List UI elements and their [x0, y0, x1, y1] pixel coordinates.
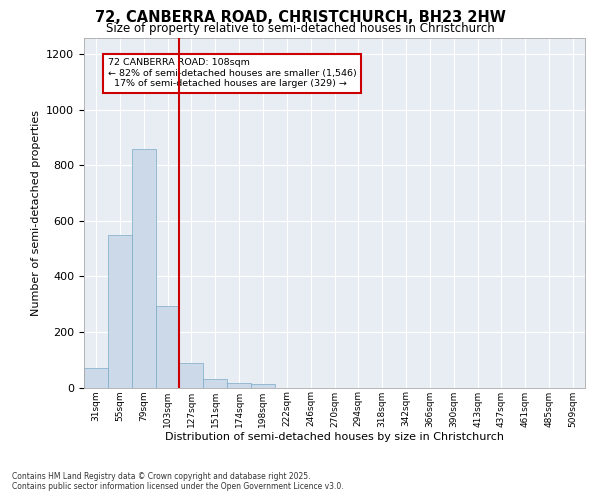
Bar [227, 384, 251, 388]
Bar [251, 384, 275, 388]
Bar [203, 379, 227, 388]
Bar [179, 362, 203, 388]
Bar [155, 306, 179, 388]
Text: 72, CANBERRA ROAD, CHRISTCHURCH, BH23 2HW: 72, CANBERRA ROAD, CHRISTCHURCH, BH23 2H… [95, 10, 505, 25]
Y-axis label: Number of semi-detached properties: Number of semi-detached properties [31, 110, 41, 316]
Text: Size of property relative to semi-detached houses in Christchurch: Size of property relative to semi-detach… [106, 22, 494, 35]
Text: 72 CANBERRA ROAD: 108sqm
← 82% of semi-detached houses are smaller (1,546)
  17%: 72 CANBERRA ROAD: 108sqm ← 82% of semi-d… [108, 58, 356, 88]
Text: Contains HM Land Registry data © Crown copyright and database right 2025.
Contai: Contains HM Land Registry data © Crown c… [12, 472, 344, 491]
Bar [84, 368, 108, 388]
X-axis label: Distribution of semi-detached houses by size in Christchurch: Distribution of semi-detached houses by … [165, 432, 504, 442]
Bar [108, 234, 132, 388]
Bar [132, 148, 155, 388]
